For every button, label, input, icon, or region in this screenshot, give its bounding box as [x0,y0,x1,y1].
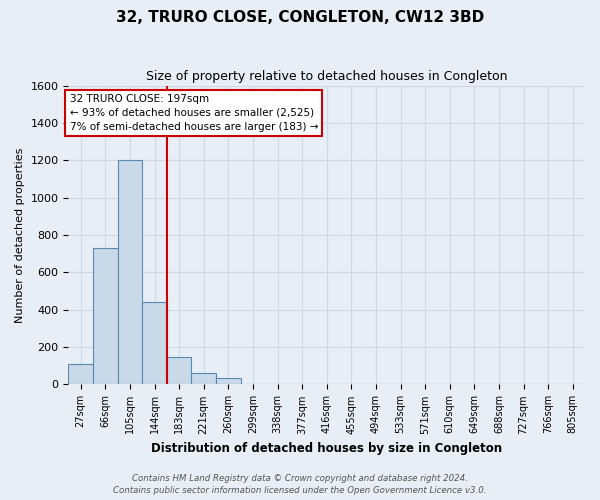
Bar [191,373,216,384]
Text: 32, TRURO CLOSE, CONGLETON, CW12 3BD: 32, TRURO CLOSE, CONGLETON, CW12 3BD [116,10,484,25]
Text: Contains HM Land Registry data © Crown copyright and database right 2024.
Contai: Contains HM Land Registry data © Crown c… [113,474,487,495]
Bar [167,358,191,384]
Text: 32 TRURO CLOSE: 197sqm
← 93% of detached houses are smaller (2,525)
7% of semi-d: 32 TRURO CLOSE: 197sqm ← 93% of detached… [70,94,318,132]
X-axis label: Distribution of detached houses by size in Congleton: Distribution of detached houses by size … [151,442,502,455]
Bar [68,364,93,384]
Title: Size of property relative to detached houses in Congleton: Size of property relative to detached ho… [146,70,508,83]
Bar [216,378,241,384]
Y-axis label: Number of detached properties: Number of detached properties [15,148,25,322]
Bar [142,302,167,384]
Bar [118,160,142,384]
Bar [93,248,118,384]
